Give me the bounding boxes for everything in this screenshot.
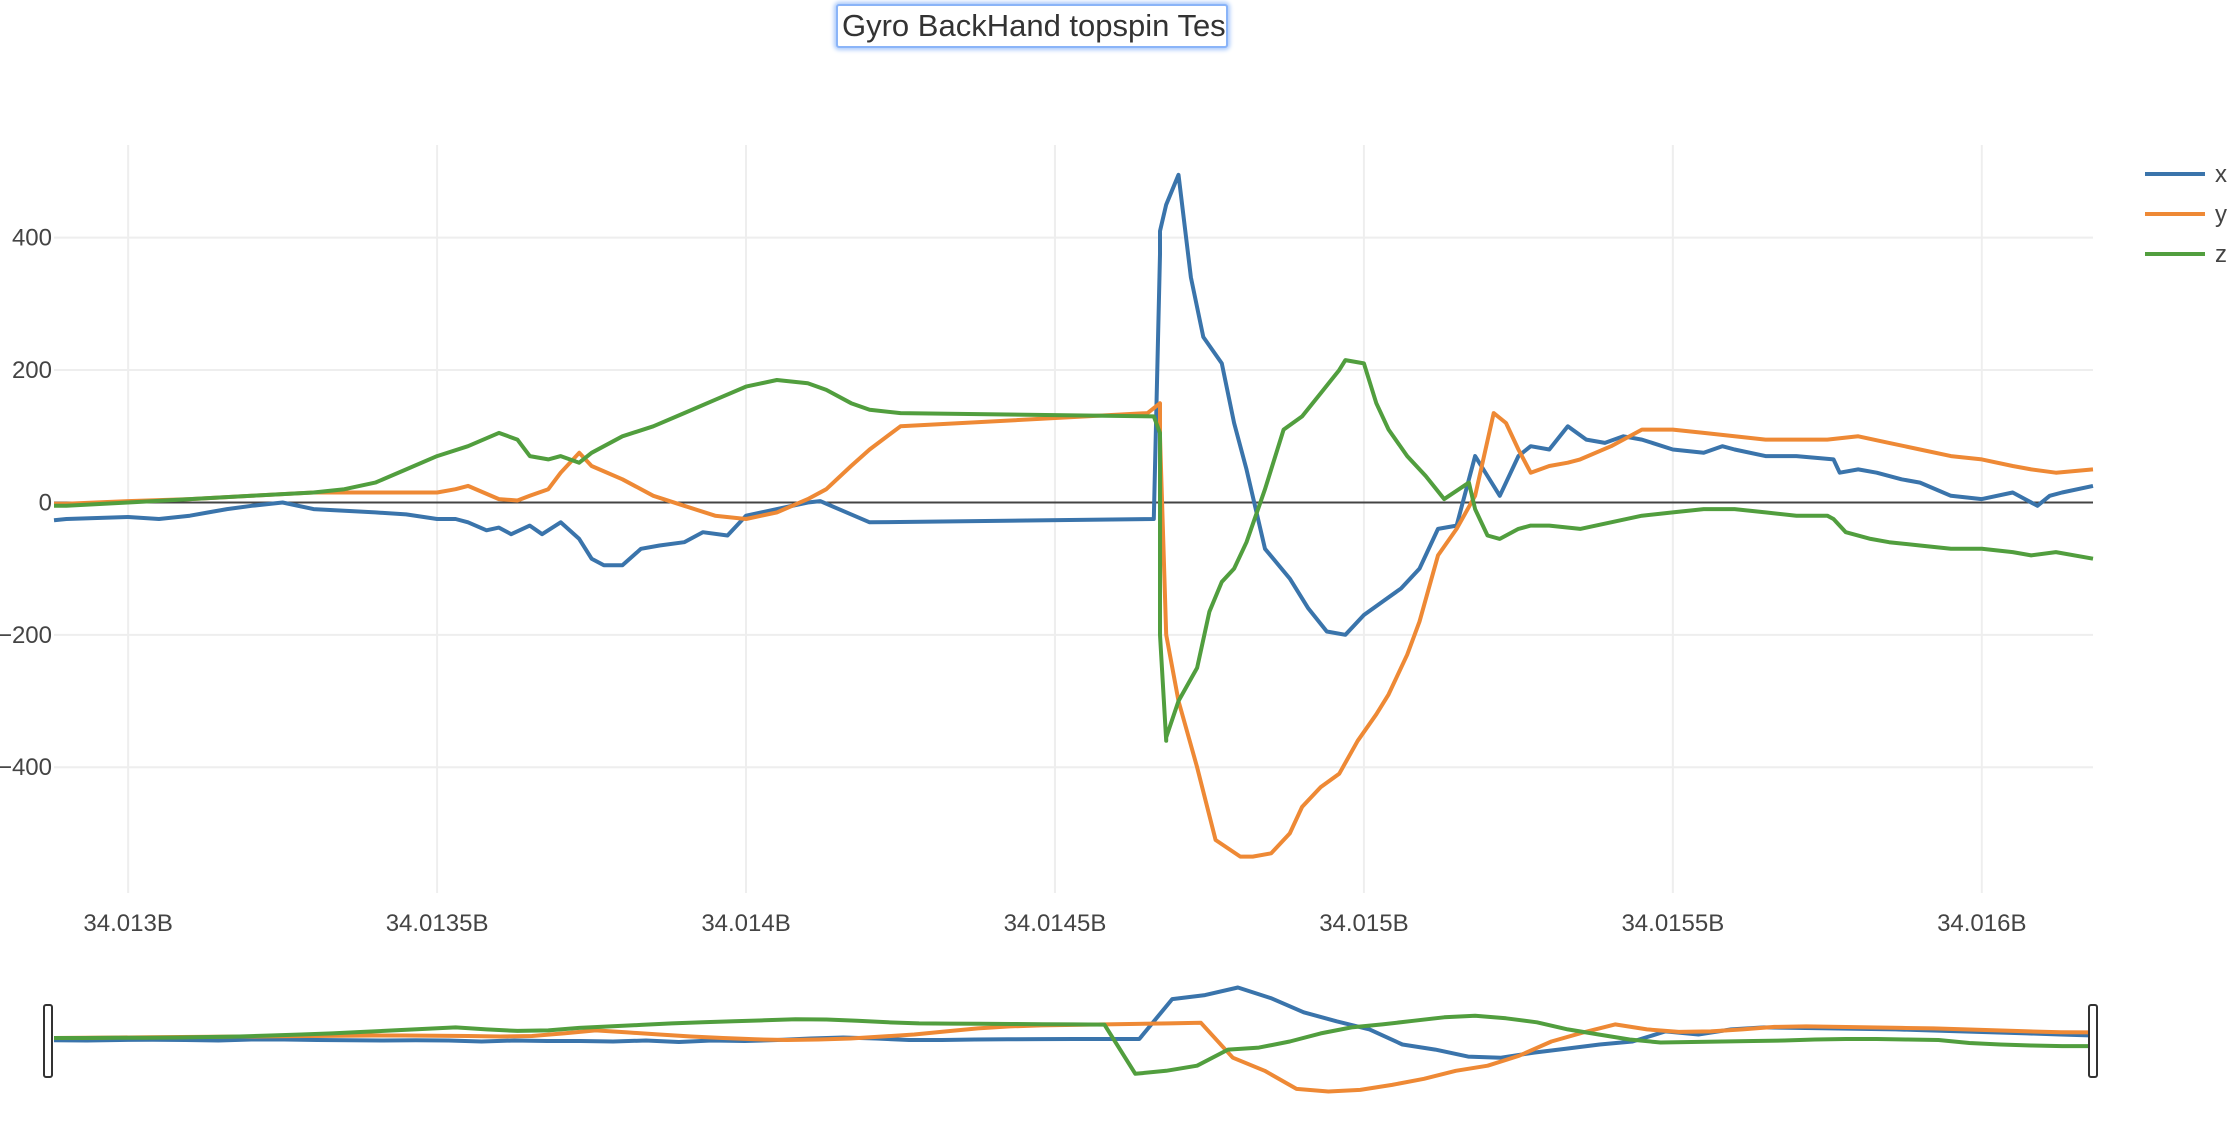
chart-title-editor[interactable]: Gyro BackHand topspin Test2 bbox=[836, 4, 1228, 48]
series-line-y[interactable] bbox=[54, 401, 2094, 859]
legend-label-y[interactable]: y bbox=[2215, 201, 2227, 228]
slider-handle-right[interactable] bbox=[2088, 1004, 2098, 1078]
plot-area[interactable] bbox=[53, 172, 2094, 859]
x-axis: 34.013B 34.0135B 34.014B 34.0145B 34.015B 34.… bbox=[83, 910, 2026, 937]
series-line-x[interactable] bbox=[53, 172, 2094, 637]
x-tick-label: 34.016B bbox=[1937, 910, 2026, 937]
y-axis: −400 −200 0 200 400 bbox=[0, 225, 52, 782]
range-slider[interactable] bbox=[43, 985, 2098, 1094]
y-gridlines bbox=[54, 236, 2093, 769]
chart-title: Gyro BackHand topspin Test2 bbox=[842, 8, 1228, 43]
legend: xyz bbox=[2145, 161, 2227, 268]
legend-label-x[interactable]: x bbox=[2215, 161, 2227, 188]
legend-label-z[interactable]: z bbox=[2215, 241, 2227, 268]
y-tick-label: 0 bbox=[39, 489, 52, 516]
slider-line-z bbox=[54, 1013, 2093, 1076]
y-tick-label: 200 bbox=[12, 357, 52, 384]
x-tick-label: 34.0135B bbox=[386, 910, 489, 937]
y-tick-label: −200 bbox=[0, 622, 52, 649]
x-tick-label: 34.015B bbox=[1319, 910, 1408, 937]
y-tick-label: −400 bbox=[0, 754, 52, 781]
y-tick-label: 400 bbox=[12, 225, 52, 252]
x-tick-label: 34.0155B bbox=[1621, 910, 1724, 937]
series-line-z[interactable] bbox=[54, 358, 2094, 743]
x-tick-label: 34.014B bbox=[701, 910, 790, 937]
slider-handle-left[interactable] bbox=[43, 1004, 53, 1078]
x-tick-label: 34.013B bbox=[83, 910, 172, 937]
x-tick-label: 34.0145B bbox=[1004, 910, 1107, 937]
